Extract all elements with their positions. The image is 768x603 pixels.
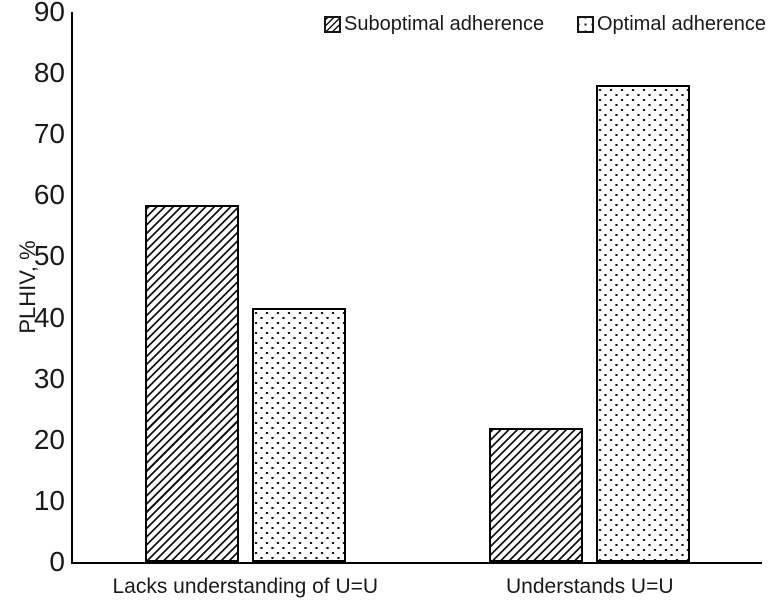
legend-label-optimal-adherence: Optimal adherence	[597, 13, 766, 35]
bar-diagonal-hatch-category-1	[489, 427, 584, 562]
plot-area	[71, 12, 762, 564]
bar-dots-category-1	[596, 85, 691, 562]
y-tick-label: 90	[33, 0, 65, 27]
legend-entry-optimal-adherence: Optimal adherence	[577, 12, 766, 36]
dotted-swatch-icon	[577, 15, 594, 33]
y-tick-label: 30	[33, 362, 65, 394]
y-tick-label: 20	[33, 423, 65, 455]
y-tick-label: 70	[33, 118, 65, 150]
y-tick-label: 50	[33, 240, 65, 272]
diagonal-hatch-swatch-icon	[324, 15, 341, 33]
y-tick-label: 10	[33, 484, 65, 516]
y-tick-label: 60	[33, 179, 65, 211]
x-axis-category-labels: Lacks understanding of U=U Understands U=…	[73, 574, 762, 602]
x-category-label: Understands U=U	[506, 575, 674, 598]
x-category-label: Lacks understanding of U=U	[112, 575, 379, 598]
chart-legend: Suboptimal adherence Optimal adherence	[0, 0, 768, 40]
y-tick-label: 0	[49, 546, 65, 577]
y-axis-tick-labels: 0 10 20 30 40 50 60 70 80 90	[0, 0, 65, 603]
bar-diagonal-hatch-category-0	[144, 204, 239, 562]
legend-entry-suboptimal-adherence: Suboptimal adherence	[324, 12, 544, 36]
bar-dots-category-0	[251, 308, 346, 562]
y-tick-label: 40	[33, 301, 65, 333]
legend-label-suboptimal-adherence: Suboptimal adherence	[344, 13, 545, 35]
y-tick-label: 80	[33, 57, 65, 89]
